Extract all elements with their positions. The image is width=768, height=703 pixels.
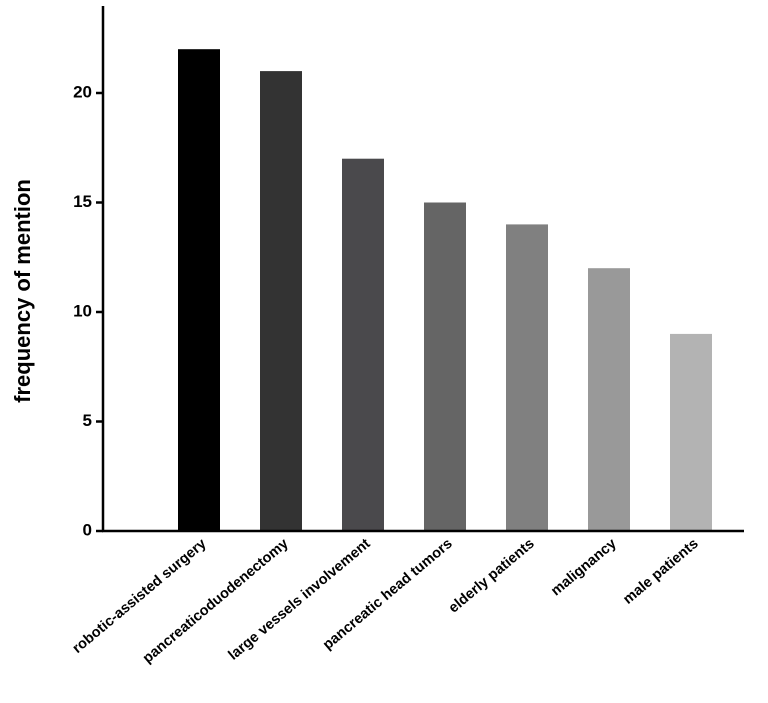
bars-group [178, 49, 712, 531]
x-tick-label: large vessels involvement [226, 536, 374, 664]
x-tick-label: pancreaticoduodenectomy [140, 536, 292, 667]
x-axis-labels: robotic-assisted surgerypancreaticoduode… [70, 536, 702, 667]
y-tick-label: 15 [73, 192, 92, 211]
bar-2 [260, 71, 302, 531]
bar-7 [670, 333, 712, 531]
bar-1 [178, 49, 220, 531]
y-axis: 0 5 10 15 20 [73, 6, 105, 539]
x-tick-label: elderly patients [446, 536, 538, 617]
x-tick-label: male patients [620, 536, 701, 608]
bar-6 [588, 268, 630, 531]
y-axis-title: frequency of mention [10, 179, 35, 403]
bar-4 [424, 202, 466, 531]
bar-3 [342, 158, 384, 531]
y-tick-label: 0 [83, 520, 92, 539]
x-tick-label: pancreatic head tumors [320, 536, 456, 653]
y-tick-label: 10 [73, 301, 92, 320]
x-tick-label: malignancy [548, 536, 619, 600]
x-tick-label: robotic-assisted surgery [70, 536, 210, 657]
bar-5 [506, 224, 548, 531]
y-tick-label: 5 [83, 411, 92, 430]
y-tick-label: 20 [73, 82, 92, 101]
